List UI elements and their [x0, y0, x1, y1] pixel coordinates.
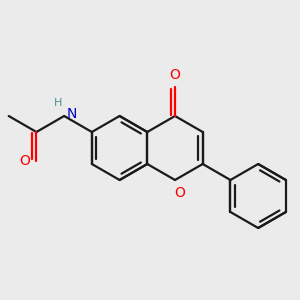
Text: N: N	[66, 107, 76, 121]
Text: O: O	[169, 68, 180, 82]
Text: H: H	[54, 98, 62, 108]
Text: O: O	[175, 186, 185, 200]
Text: O: O	[20, 154, 30, 168]
